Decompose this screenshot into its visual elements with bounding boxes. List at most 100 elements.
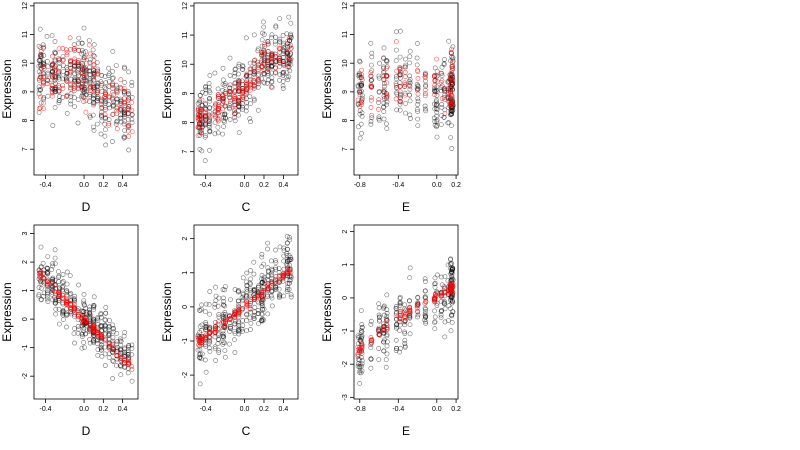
scatter-point	[432, 326, 438, 332]
scatter-point	[90, 83, 96, 89]
scatter-point	[268, 258, 274, 264]
scatter-point	[236, 320, 241, 326]
scatter-point	[393, 316, 399, 322]
scatter-point	[449, 146, 455, 151]
scatter-point	[248, 66, 254, 72]
scatter-point	[227, 55, 233, 61]
scatter-point	[95, 95, 101, 101]
scatter-point	[247, 293, 253, 299]
scatter-point	[56, 285, 62, 291]
scatter-point	[256, 283, 261, 289]
scatter-point	[277, 72, 283, 78]
scatter-point	[98, 311, 104, 316]
scatter-point	[126, 104, 131, 109]
scatter-point	[232, 312, 237, 318]
scatter-point	[433, 99, 439, 105]
scatter-point	[280, 86, 286, 91]
scatter-point	[449, 94, 455, 100]
scatter-point	[207, 348, 213, 354]
scatter-point	[450, 63, 456, 69]
scatter-point	[56, 88, 62, 94]
y-tick-label: 11	[182, 31, 189, 38]
scatter-point	[357, 346, 363, 352]
x-axis-title: D	[82, 200, 91, 214]
scatter-point	[213, 323, 219, 329]
scatter-point	[129, 112, 135, 118]
scatter-point	[357, 338, 363, 344]
scatter-point	[359, 341, 365, 347]
scatter-point	[402, 318, 408, 324]
scatter-point	[195, 125, 201, 130]
scatter-point	[213, 101, 218, 107]
scatter-point	[126, 147, 132, 153]
scatter-point	[102, 112, 108, 117]
scatter-point	[265, 240, 270, 246]
scatter-point	[247, 306, 253, 312]
scatter-point	[252, 304, 258, 310]
scatter-point	[261, 42, 267, 48]
scatter-point	[36, 293, 42, 299]
scatter-point	[216, 312, 222, 317]
scatter-point	[431, 115, 437, 121]
scatter-point	[439, 71, 445, 76]
scatter-point	[56, 68, 61, 74]
scatter-point	[259, 294, 264, 299]
scatter-point	[56, 297, 61, 303]
scatter-point	[232, 314, 238, 320]
scatter-point	[359, 322, 365, 327]
scatter-point	[72, 95, 77, 101]
scatter-point	[212, 346, 218, 352]
scatter-point	[232, 111, 237, 117]
scatter-point	[448, 102, 454, 108]
scatter-point	[438, 309, 444, 314]
scatter-point	[244, 311, 250, 317]
scatter-point	[206, 334, 212, 340]
scatter-point	[397, 89, 403, 95]
scatter-point	[45, 291, 50, 297]
scatter-point	[68, 82, 74, 87]
scatter-point	[129, 342, 135, 348]
scatter-point	[206, 96, 212, 102]
scatter-point	[206, 112, 212, 118]
scatter-point	[52, 86, 58, 91]
y-tick-label: 10	[22, 59, 29, 67]
scatter-point	[222, 354, 228, 360]
scatter-point	[393, 303, 399, 309]
scatter-point	[393, 76, 399, 82]
scatter-point	[91, 127, 97, 133]
scatter-point	[129, 345, 135, 351]
scatter-point	[445, 318, 451, 323]
scatter-point	[60, 272, 66, 277]
scatter-point	[106, 327, 112, 333]
scatter-point	[251, 60, 257, 66]
scatter-point	[380, 326, 386, 331]
scatter-point	[434, 107, 440, 112]
scatter-point	[125, 351, 131, 357]
scatter-point	[441, 62, 447, 68]
scatter-point	[125, 91, 131, 97]
scatter-point	[79, 323, 85, 329]
scatter-point	[402, 310, 408, 316]
scatter-point	[414, 107, 420, 112]
y-tick-label: 1	[22, 289, 29, 293]
scatter-point	[56, 306, 62, 312]
scatter-point	[251, 96, 257, 102]
scatter-point	[439, 274, 444, 280]
scatter-point	[103, 142, 108, 148]
scatter-point	[81, 291, 87, 297]
scatter-point	[196, 307, 202, 313]
scatter-point	[381, 64, 386, 70]
scatter-point	[110, 95, 115, 101]
scatter-point	[381, 303, 387, 309]
x-tick-label: -0.4	[40, 406, 52, 413]
scatter-point	[71, 42, 77, 47]
scatter-point	[129, 363, 135, 369]
scatter-point	[44, 296, 50, 302]
scatter-point	[197, 308, 203, 314]
scatter-point	[284, 31, 290, 37]
panel-bottom-right: -0.8 -0.4 0.0 0.2 -3 -2 -1 0 1 2 E Expression	[320, 224, 461, 438]
scatter-point	[259, 317, 265, 323]
scatter-point	[207, 73, 213, 78]
scatter-point	[102, 351, 108, 357]
scatter-point	[90, 52, 96, 58]
